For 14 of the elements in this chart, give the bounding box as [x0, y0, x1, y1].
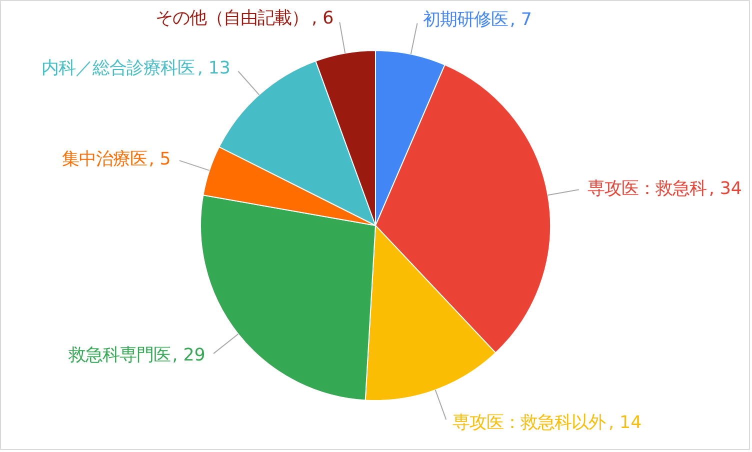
data-label: , 5	[148, 149, 171, 170]
data-label: , 6	[312, 8, 334, 29]
slice-label: 専攻医：救急科	[588, 179, 707, 200]
data-label: , 14	[608, 412, 642, 433]
slice-label: 初期研修医	[423, 10, 508, 30]
slice-label: 集中治療医	[62, 149, 148, 170]
data-label: , 29	[172, 346, 206, 366]
slice-label: 専攻医：救急科以外	[452, 412, 606, 433]
data-label: , 7	[510, 10, 532, 30]
data-label: , 13	[197, 58, 230, 79]
data-label: , 34	[708, 179, 742, 200]
slice-label: 内科／総合診療科医	[41, 58, 194, 79]
slice-label: その他（自由記載）	[156, 8, 309, 29]
slice-label: 救急科専門医	[67, 346, 170, 366]
